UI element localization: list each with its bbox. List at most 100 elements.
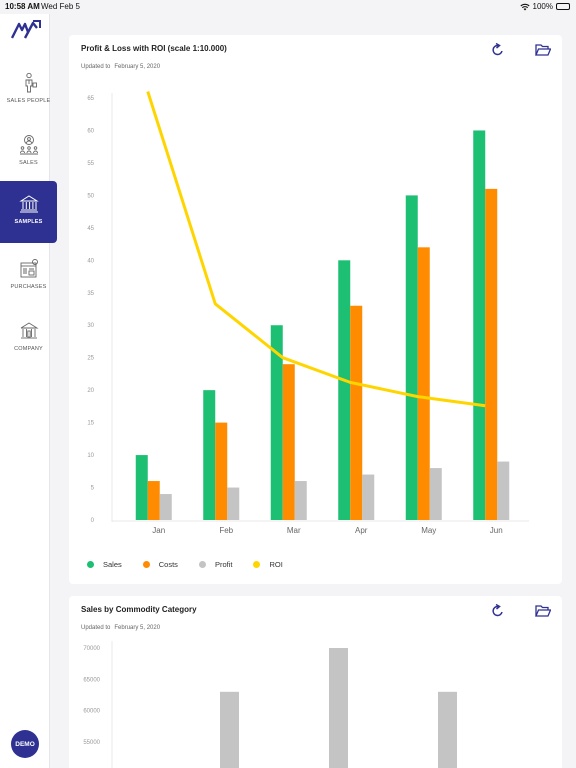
- x-tick-label: Feb: [219, 526, 233, 535]
- team-icon: [19, 135, 38, 155]
- sidebar-item-label: PURCHASES: [10, 284, 47, 290]
- bar-costs: [282, 364, 295, 520]
- y-tick-label: 35: [87, 291, 94, 297]
- bar-profit: [294, 481, 307, 520]
- bar-costs: [147, 481, 160, 520]
- y-tick-label: 55: [87, 161, 94, 167]
- sidebar-item-label: SALES PEOPLE: [6, 98, 51, 104]
- bar-costs: [485, 188, 498, 520]
- bank-icon: [18, 195, 39, 213]
- card-updated: Updated to February 5, 2020: [81, 625, 164, 631]
- status-bar: 10:58 AM Wed Feb 5 100%: [0, 0, 576, 14]
- legend-dot: [87, 561, 94, 568]
- bar-sales: [270, 325, 283, 520]
- updated-date: February 5, 2020: [114, 64, 161, 70]
- bar-commodity: [438, 691, 457, 768]
- bar-sales: [405, 195, 418, 520]
- legend-label: Profit: [214, 560, 233, 569]
- x-tick-label: Apr: [355, 526, 368, 535]
- bar-sales: [203, 390, 216, 520]
- bar-sales: [135, 455, 148, 520]
- legend-item-roi[interactable]: ROI: [253, 560, 283, 569]
- sidebar-item-sales[interactable]: SALES: [0, 122, 57, 184]
- status-date: Wed Feb 5: [41, 2, 80, 11]
- bar-sales: [338, 260, 351, 520]
- y-tick-label: 60: [87, 128, 94, 134]
- card-title: Sales by Commodity Category: [81, 605, 197, 614]
- bar-sales: [473, 130, 486, 520]
- y-tick-label: 15: [87, 421, 94, 427]
- y-tick-label: 10: [87, 453, 94, 459]
- commodity-card: Sales by Commodity Category Updated to Fe…: [69, 596, 562, 768]
- sidebar-item-samples[interactable]: SAMPLES: [0, 181, 57, 243]
- updated-label: Updated to: [81, 64, 111, 70]
- bar-costs: [350, 305, 363, 520]
- demo-badge[interactable]: DEMO: [11, 730, 39, 758]
- sidebar: SALES PEOPLE SALES SAMPLES: [0, 14, 57, 768]
- folder-open-icon[interactable]: [535, 42, 551, 58]
- legend-dot: [198, 561, 206, 568]
- sidebar-item-label: SALES: [19, 160, 38, 166]
- sidebar-item-company[interactable]: COMPANY: [0, 308, 57, 370]
- bar-profit: [159, 494, 172, 520]
- roi-line: [146, 91, 486, 408]
- profit-loss-chart: 0 5 10 15 20 25 30 35 40 45 50 55 60 65 Jan Feb Mar Apr Ma…: [87, 91, 529, 535]
- bar-commodity: [220, 691, 239, 768]
- sidebar-item-purchases[interactable]: PURCHASES: [0, 246, 57, 308]
- y-tick-label: 65: [87, 96, 94, 102]
- sidebar-item-sales-people[interactable]: SALES PEOPLE: [0, 60, 57, 122]
- bar-costs: [417, 247, 430, 521]
- y-tick-label: 45: [87, 226, 94, 232]
- status-time: 10:58 AM: [5, 2, 40, 11]
- y-tick-label: 5: [91, 486, 95, 492]
- bar-profit: [497, 461, 510, 520]
- legend-item-profit[interactable]: Profit: [198, 560, 233, 569]
- y-tick-label: 60000: [83, 709, 100, 715]
- x-tick-label: Mar: [287, 526, 301, 535]
- x-tick-label: May: [421, 526, 436, 535]
- refresh-icon[interactable]: [490, 603, 506, 619]
- legend-dot: [253, 561, 261, 568]
- bar-profit: [429, 468, 442, 520]
- legend-item-sales[interactable]: Sales: [87, 560, 122, 569]
- legend-item-costs[interactable]: Costs: [142, 560, 178, 569]
- purchase-icon: [20, 259, 38, 278]
- y-tick-label: 50: [87, 193, 94, 199]
- salesperson-icon: [25, 72, 37, 93]
- y-tick-label: 20: [87, 388, 94, 394]
- legend-label: Costs: [158, 560, 178, 569]
- refresh-icon[interactable]: [490, 42, 506, 58]
- card-updated: Updated to February 5, 2020: [81, 64, 164, 70]
- y-tick-label: 55000: [83, 740, 100, 746]
- bar-profit: [227, 487, 240, 520]
- y-tick-label: 65000: [83, 677, 100, 683]
- y-tick-label: 25: [87, 356, 94, 362]
- wifi-icon: [519, 3, 530, 10]
- y-tick-label: 30: [87, 323, 94, 329]
- x-tick-label: Jan: [152, 526, 165, 535]
- y-tick-label: 0: [91, 518, 95, 524]
- card-title: Profit & Loss with ROI (scale 1:10.000): [81, 44, 227, 53]
- profit-loss-card: Profit & Loss with ROI (scale 1:10.000) …: [69, 35, 562, 584]
- legend-dot: [142, 561, 150, 568]
- x-tick-label: Jun: [490, 526, 503, 535]
- legend-label: ROI: [269, 560, 283, 569]
- y-tick-label: 40: [87, 258, 94, 264]
- app-logo: [11, 20, 41, 40]
- bar-commodity: [329, 648, 348, 768]
- sidebar-item-label: COMPANY: [14, 346, 43, 352]
- battery-icon: [556, 3, 570, 10]
- folder-open-icon[interactable]: [535, 603, 551, 619]
- bar-profit: [362, 474, 375, 520]
- status-right: 100%: [519, 2, 570, 11]
- chart-legend: Sales Costs Profit ROI: [87, 560, 304, 569]
- building-icon: [20, 322, 39, 339]
- updated-date: February 5, 2020: [114, 625, 161, 631]
- updated-label: Updated to: [81, 625, 111, 631]
- bar-costs: [215, 422, 228, 520]
- y-tick-label: 70000: [83, 646, 100, 652]
- legend-label: Sales: [103, 560, 122, 569]
- battery-percent: 100%: [532, 2, 553, 11]
- commodity-chart: 55000 60000 65000 70000: [83, 641, 457, 768]
- sidebar-item-label: SAMPLES: [14, 219, 43, 225]
